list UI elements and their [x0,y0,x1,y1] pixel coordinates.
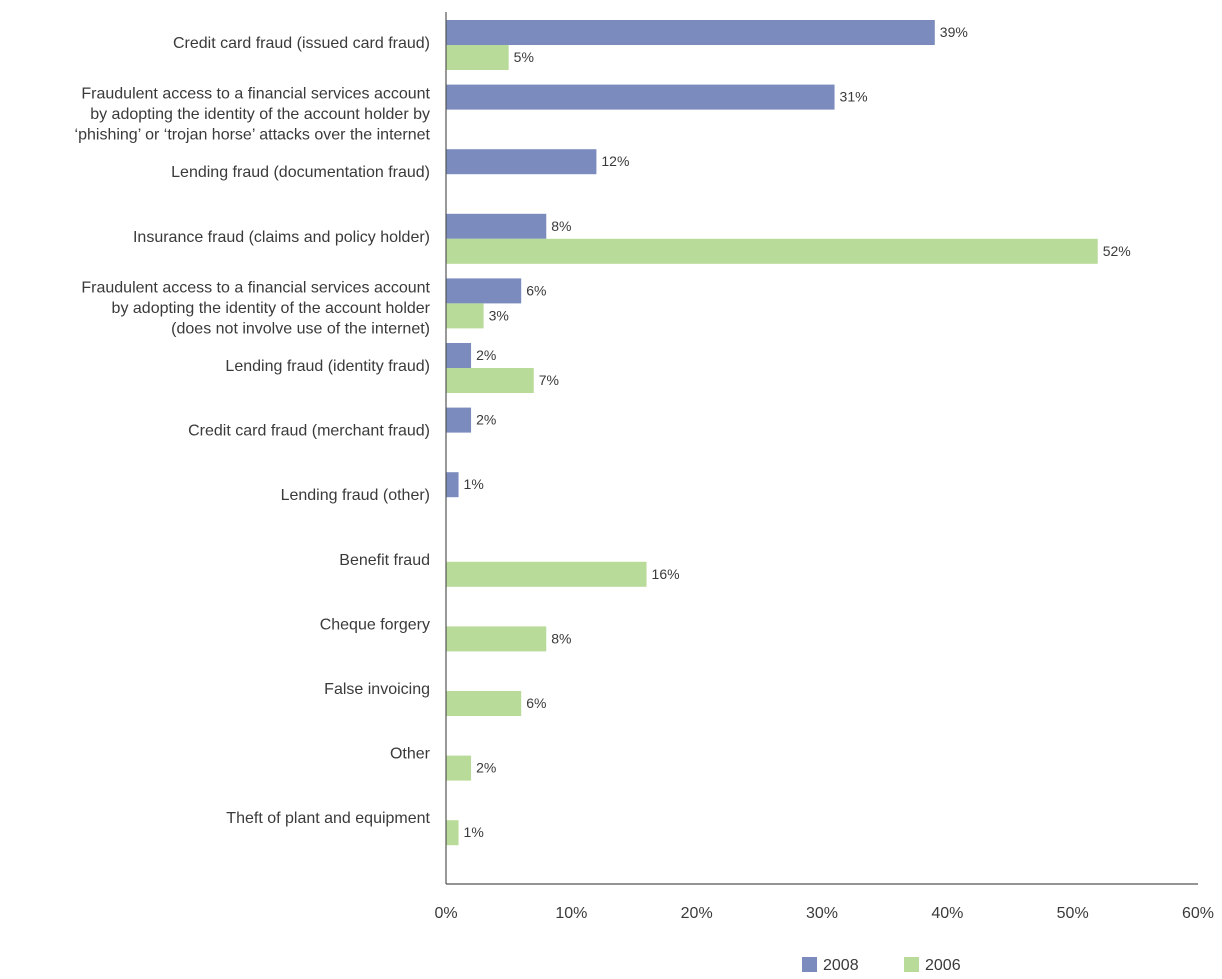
bars: 39% 31% 12% 8% 6% 2% 2% 1% 5% 52% 3% 7% 16% 8% 6% 2% 1% [446,20,1131,846]
category-label: False invoicing [324,681,430,698]
category-label-line: Lending fraud (documentation fraud) [171,164,430,181]
data-label: 52% [1103,243,1131,259]
category-label: Insurance fraud (claims and policy holde… [133,229,430,246]
category-label-line: False invoicing [324,681,430,698]
x-tick-label: 10% [555,905,587,922]
data-label: 31% [840,89,868,105]
category-label-line: Credit card fraud (merchant fraud) [188,423,430,440]
bar-2006-8 [446,561,647,587]
category-label-line: Benefit fraud [339,552,430,569]
category-label: Credit card fraud (merchant fraud) [188,423,430,440]
bar-2008-3 [446,213,547,239]
data-label: 2% [476,347,496,363]
bar-2008-1 [446,84,835,110]
category-label-line: Theft of plant and equipment [226,810,430,827]
data-label: 8% [551,218,571,234]
data-label: 6% [526,282,546,298]
bar-2008-6 [446,407,472,433]
data-label: 39% [940,24,968,40]
category-label: Benefit fraud [339,552,430,569]
legend-label-2008: 2008 [823,957,859,974]
data-label: 3% [489,307,509,323]
bar-2006-12 [446,820,459,846]
category-label: Cheque forgery [320,616,430,633]
category-label-line: Credit card fraud (issued card fraud) [173,35,430,52]
category-label-line: Cheque forgery [320,616,430,633]
category-label-line: ‘phishing’ or ‘trojan horse’ attacks ove… [75,127,431,144]
bar-2006-3 [446,238,1098,264]
category-label: Fraudulent access to a financial service… [81,279,430,337]
category-label-line: Lending fraud (identity fraud) [225,358,430,375]
bar-2006-0 [446,45,509,70]
category-label-line: by adopting the identity of the account … [112,300,431,317]
data-label: 5% [514,49,534,65]
category-label: Other [390,746,431,763]
data-label: 12% [601,153,629,169]
x-tick-label: 50% [1057,905,1089,922]
legend-label-2006: 2006 [925,957,961,974]
category-label-line: (does not involve use of the internet) [171,320,430,337]
legend: 2008 2006 [802,957,961,974]
category-label-line: Fraudulent access to a financial service… [81,279,430,296]
category-label: Lending fraud (documentation fraud) [171,164,430,181]
category-label: Credit card fraud (issued card fraud) [173,35,430,52]
data-label: 1% [464,476,484,492]
legend-swatch-2006 [904,957,919,972]
axes: 0% 10% 20% 30% 40% 50% 60% [434,12,1214,922]
category-label-line: by adopting the identity of the account … [90,106,430,123]
category-label-line: Other [390,746,431,763]
category-label-line: Fraudulent access to a financial service… [81,86,430,103]
legend-swatch-2008 [802,957,817,972]
data-label: 8% [551,630,571,646]
category-label: Lending fraud (other) [281,487,430,504]
data-label: 1% [464,824,484,840]
bar-2006-9 [446,626,547,652]
data-label: 6% [526,695,546,711]
category-labels: Credit card fraud (issued card fraud) Fra… [75,35,431,827]
bar-2008-5 [446,343,472,368]
x-tick-label: 60% [1182,905,1214,922]
bar-2008-7 [446,472,459,498]
bar-2008-2 [446,149,597,175]
bar-2006-11 [446,755,472,781]
category-label-line: Insurance fraud (claims and policy holde… [133,229,430,246]
bar-2006-5 [446,368,534,393]
x-tick-label: 20% [681,905,713,922]
category-label: Lending fraud (identity fraud) [225,358,430,375]
x-tick-label: 0% [434,905,457,922]
category-label-line: Lending fraud (other) [281,487,430,504]
data-label: 7% [539,372,559,388]
data-label: 2% [476,760,496,776]
bar-2008-0 [446,20,935,45]
x-tick-label: 30% [806,905,838,922]
category-label: Fraudulent access to a financial service… [75,86,431,144]
bar-2006-10 [446,691,522,716]
data-label: 2% [476,412,496,428]
category-label: Theft of plant and equipment [226,810,430,827]
x-tick-label: 40% [931,905,963,922]
data-label: 16% [652,566,680,582]
bar-2008-4 [446,278,522,304]
bar-2006-4 [446,303,484,329]
